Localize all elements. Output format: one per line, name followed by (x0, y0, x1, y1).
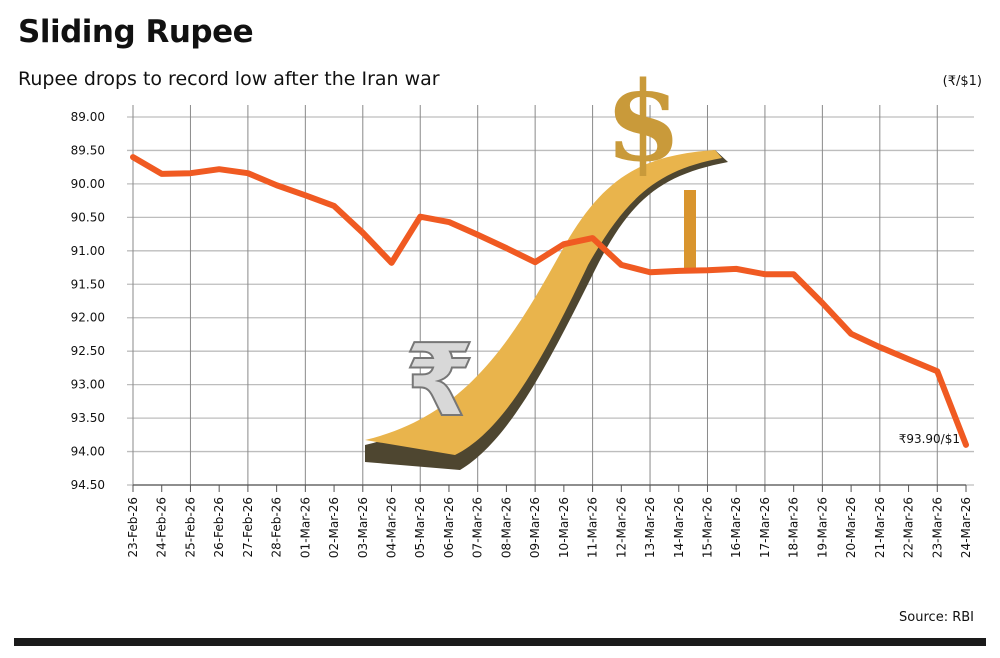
x-tick-label: 25-Feb-26 (183, 497, 197, 557)
x-tick-label: 04-Mar-26 (385, 497, 399, 558)
y-tick-label: 92.00 (71, 311, 105, 325)
data-point (849, 331, 854, 336)
data-point (418, 214, 423, 219)
x-tick-label: 28-Feb-26 (270, 497, 284, 557)
y-tick-label: 93.00 (71, 378, 105, 392)
x-tick-label: 09-Mar-26 (528, 497, 542, 558)
y-tick-label: 94.50 (71, 478, 105, 492)
data-point (705, 268, 710, 273)
data-point (504, 246, 509, 251)
y-axis-labels: 89.00 89.50 90.00 90.50 91.00 91.50 92.00 92.50… (71, 110, 105, 492)
rupee-dollar-ramp-illustration: $ ₹ (365, 57, 728, 470)
data-point (360, 230, 365, 235)
x-tick-label: 05-Mar-26 (413, 497, 427, 558)
data-point (935, 369, 940, 374)
x-tick-label: 15-Mar-26 (700, 497, 714, 558)
data-point (533, 260, 538, 265)
source-note: Source: RBI (899, 610, 974, 625)
data-point (131, 155, 135, 160)
x-tick-label: 23-Mar-26 (930, 497, 944, 558)
data-point (446, 220, 451, 225)
x-tick-label: 16-Mar-26 (729, 497, 743, 558)
x-tick-label: 08-Mar-26 (499, 497, 513, 558)
x-tick-label: 18-Mar-26 (787, 497, 801, 558)
chart-subtitle: Rupee drops to record low after the Iran… (18, 68, 440, 90)
x-tick-label: 27-Feb-26 (241, 497, 255, 557)
data-point (820, 301, 825, 306)
data-point (389, 260, 394, 265)
data-points (131, 155, 968, 447)
bottom-rule (14, 638, 986, 646)
data-point (877, 345, 882, 350)
data-point (217, 167, 222, 172)
y-axis-unit: (₹/$1) (942, 74, 982, 89)
x-tick-label: 02-Mar-26 (327, 497, 341, 558)
x-tick-label: 23-Feb-26 (126, 497, 140, 557)
x-tick-label: 20-Mar-26 (844, 497, 858, 558)
data-point (590, 236, 595, 241)
y-tick-label: 91.50 (71, 277, 105, 291)
data-point (188, 171, 193, 176)
data-point (475, 232, 480, 237)
x-tick-label: 14-Mar-26 (672, 497, 686, 558)
dollar-icon: $ (605, 57, 682, 186)
x-tick-label: 01-Mar-26 (298, 497, 312, 558)
y-tick-label: 89.00 (71, 110, 105, 124)
x-tick-label: 12-Mar-26 (614, 497, 628, 558)
y-tick-label: 90.50 (71, 210, 105, 224)
y-tick-label: 91.00 (71, 244, 105, 258)
y-tick-label: 89.50 (71, 143, 105, 157)
y-tick-label: 90.00 (71, 177, 105, 191)
rupee-rate-line (130, 154, 969, 448)
x-tick-label: 24-Feb-26 (155, 497, 169, 557)
x-tick-label: 24-Mar-26 (959, 497, 973, 558)
data-point (245, 171, 250, 176)
chart-title: Sliding Rupee (18, 14, 254, 50)
x-tick-label: 21-Mar-26 (873, 497, 887, 558)
rupee-icon: ₹ (405, 322, 475, 439)
y-tick-label: 92.50 (71, 344, 105, 358)
x-tick-label: 07-Mar-26 (471, 497, 485, 558)
data-point (274, 183, 279, 188)
x-axis-labels: 23-Feb-26 24-Feb-26 25-Feb-26 26-Feb-26 27-F… (126, 497, 973, 558)
data-point (734, 266, 739, 271)
data-point (332, 203, 337, 208)
data-point (964, 442, 968, 447)
data-point (159, 171, 164, 176)
data-point (648, 270, 653, 275)
data-point (791, 272, 796, 277)
x-tick-label: 19-Mar-26 (815, 497, 829, 558)
data-point (676, 268, 681, 273)
data-point (619, 262, 624, 267)
x-tick-label: 26-Feb-26 (212, 497, 226, 557)
x-tick-label: 10-Mar-26 (557, 497, 571, 558)
y-tick-label: 93.50 (71, 411, 105, 425)
last-value-annotation: ₹93.90/$1 (899, 432, 960, 446)
y-tick-label: 94.00 (71, 445, 105, 459)
data-point (762, 272, 767, 277)
x-tick-label: 06-Mar-26 (442, 497, 456, 558)
data-point (561, 242, 566, 247)
x-tick-label: 17-Mar-26 (758, 497, 772, 558)
data-point (906, 357, 911, 362)
x-tick-label: 11-Mar-26 (586, 497, 600, 558)
x-tick-label: 03-Mar-26 (356, 497, 370, 558)
x-tick-label: 22-Mar-26 (902, 497, 916, 558)
x-tick-label: 13-Mar-26 (643, 497, 657, 558)
data-point (303, 193, 308, 198)
